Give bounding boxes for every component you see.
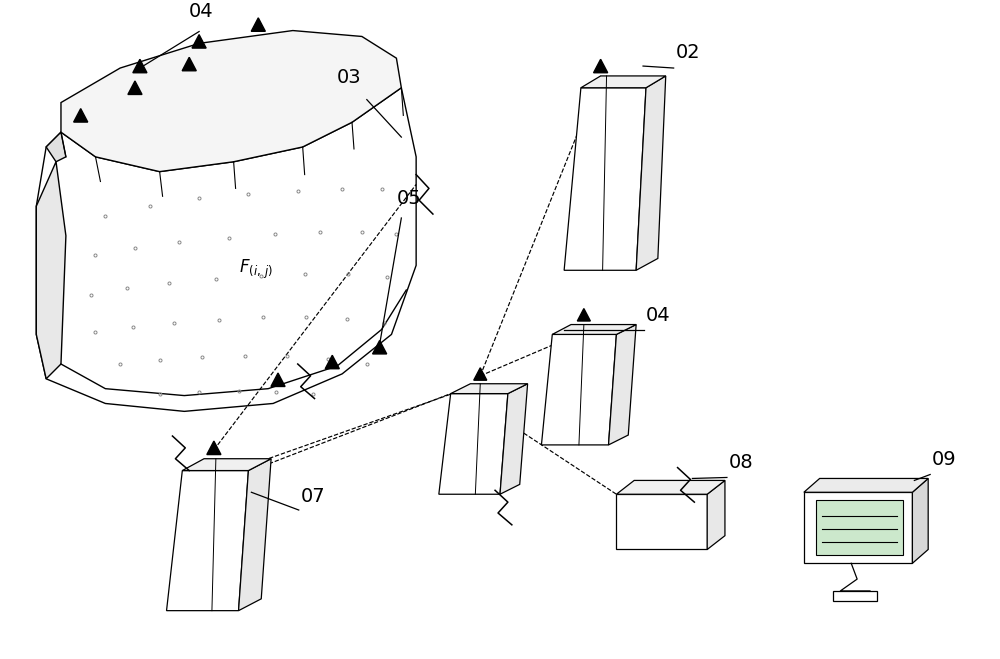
Polygon shape xyxy=(636,76,666,270)
Polygon shape xyxy=(36,88,416,411)
Text: 03: 03 xyxy=(337,68,362,87)
Polygon shape xyxy=(74,109,88,122)
Polygon shape xyxy=(616,480,725,494)
Text: 07: 07 xyxy=(301,487,325,506)
Polygon shape xyxy=(816,500,903,556)
Polygon shape xyxy=(128,81,142,94)
Text: 05: 05 xyxy=(396,189,421,208)
Text: 08: 08 xyxy=(729,453,754,472)
Text: 04: 04 xyxy=(646,306,671,325)
Polygon shape xyxy=(804,492,912,563)
Polygon shape xyxy=(552,324,636,334)
Polygon shape xyxy=(577,308,590,321)
Polygon shape xyxy=(239,459,271,611)
Polygon shape xyxy=(609,324,636,445)
Text: 02: 02 xyxy=(676,43,700,62)
Polygon shape xyxy=(474,368,487,380)
Polygon shape xyxy=(912,478,928,563)
Polygon shape xyxy=(207,441,221,455)
Polygon shape xyxy=(451,384,528,393)
Polygon shape xyxy=(271,373,285,386)
Polygon shape xyxy=(46,132,66,161)
Polygon shape xyxy=(439,393,508,494)
Polygon shape xyxy=(251,18,265,32)
Polygon shape xyxy=(133,59,147,72)
Polygon shape xyxy=(594,59,608,72)
Polygon shape xyxy=(373,341,387,354)
Polygon shape xyxy=(182,459,271,471)
Text: 04: 04 xyxy=(189,2,214,20)
Polygon shape xyxy=(707,480,725,550)
Text: $F_{(i,\,j)}$: $F_{(i,\,j)}$ xyxy=(239,258,272,281)
Polygon shape xyxy=(325,355,339,369)
Text: 09: 09 xyxy=(932,449,957,469)
Polygon shape xyxy=(541,334,616,445)
Polygon shape xyxy=(564,88,646,270)
Polygon shape xyxy=(581,76,666,88)
Polygon shape xyxy=(833,591,877,601)
Polygon shape xyxy=(167,471,248,611)
Polygon shape xyxy=(182,57,196,71)
Polygon shape xyxy=(61,30,401,171)
Polygon shape xyxy=(804,478,928,492)
Polygon shape xyxy=(500,384,528,494)
Polygon shape xyxy=(616,494,707,550)
Polygon shape xyxy=(36,161,66,379)
Polygon shape xyxy=(192,35,206,48)
